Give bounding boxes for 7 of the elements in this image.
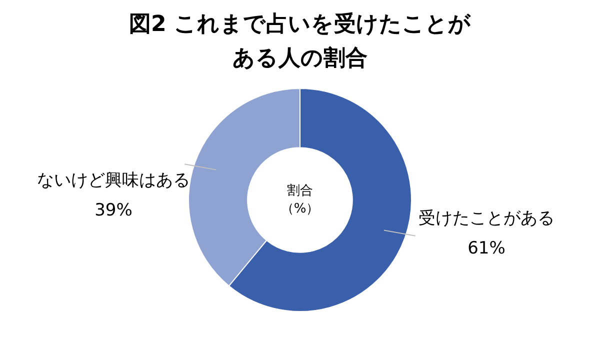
- chart-title: 図2 これまで占いを受けたことがある人の割合: [128, 11, 472, 73]
- data-label: 61%: [468, 238, 506, 258]
- data-label: 39%: [94, 200, 132, 221]
- text: 割合: [287, 183, 313, 198]
- slice-label: 受けたことがある: [418, 208, 554, 228]
- slice-label: ないけど興味はある: [37, 170, 190, 191]
- text: （%）: [280, 201, 320, 216]
